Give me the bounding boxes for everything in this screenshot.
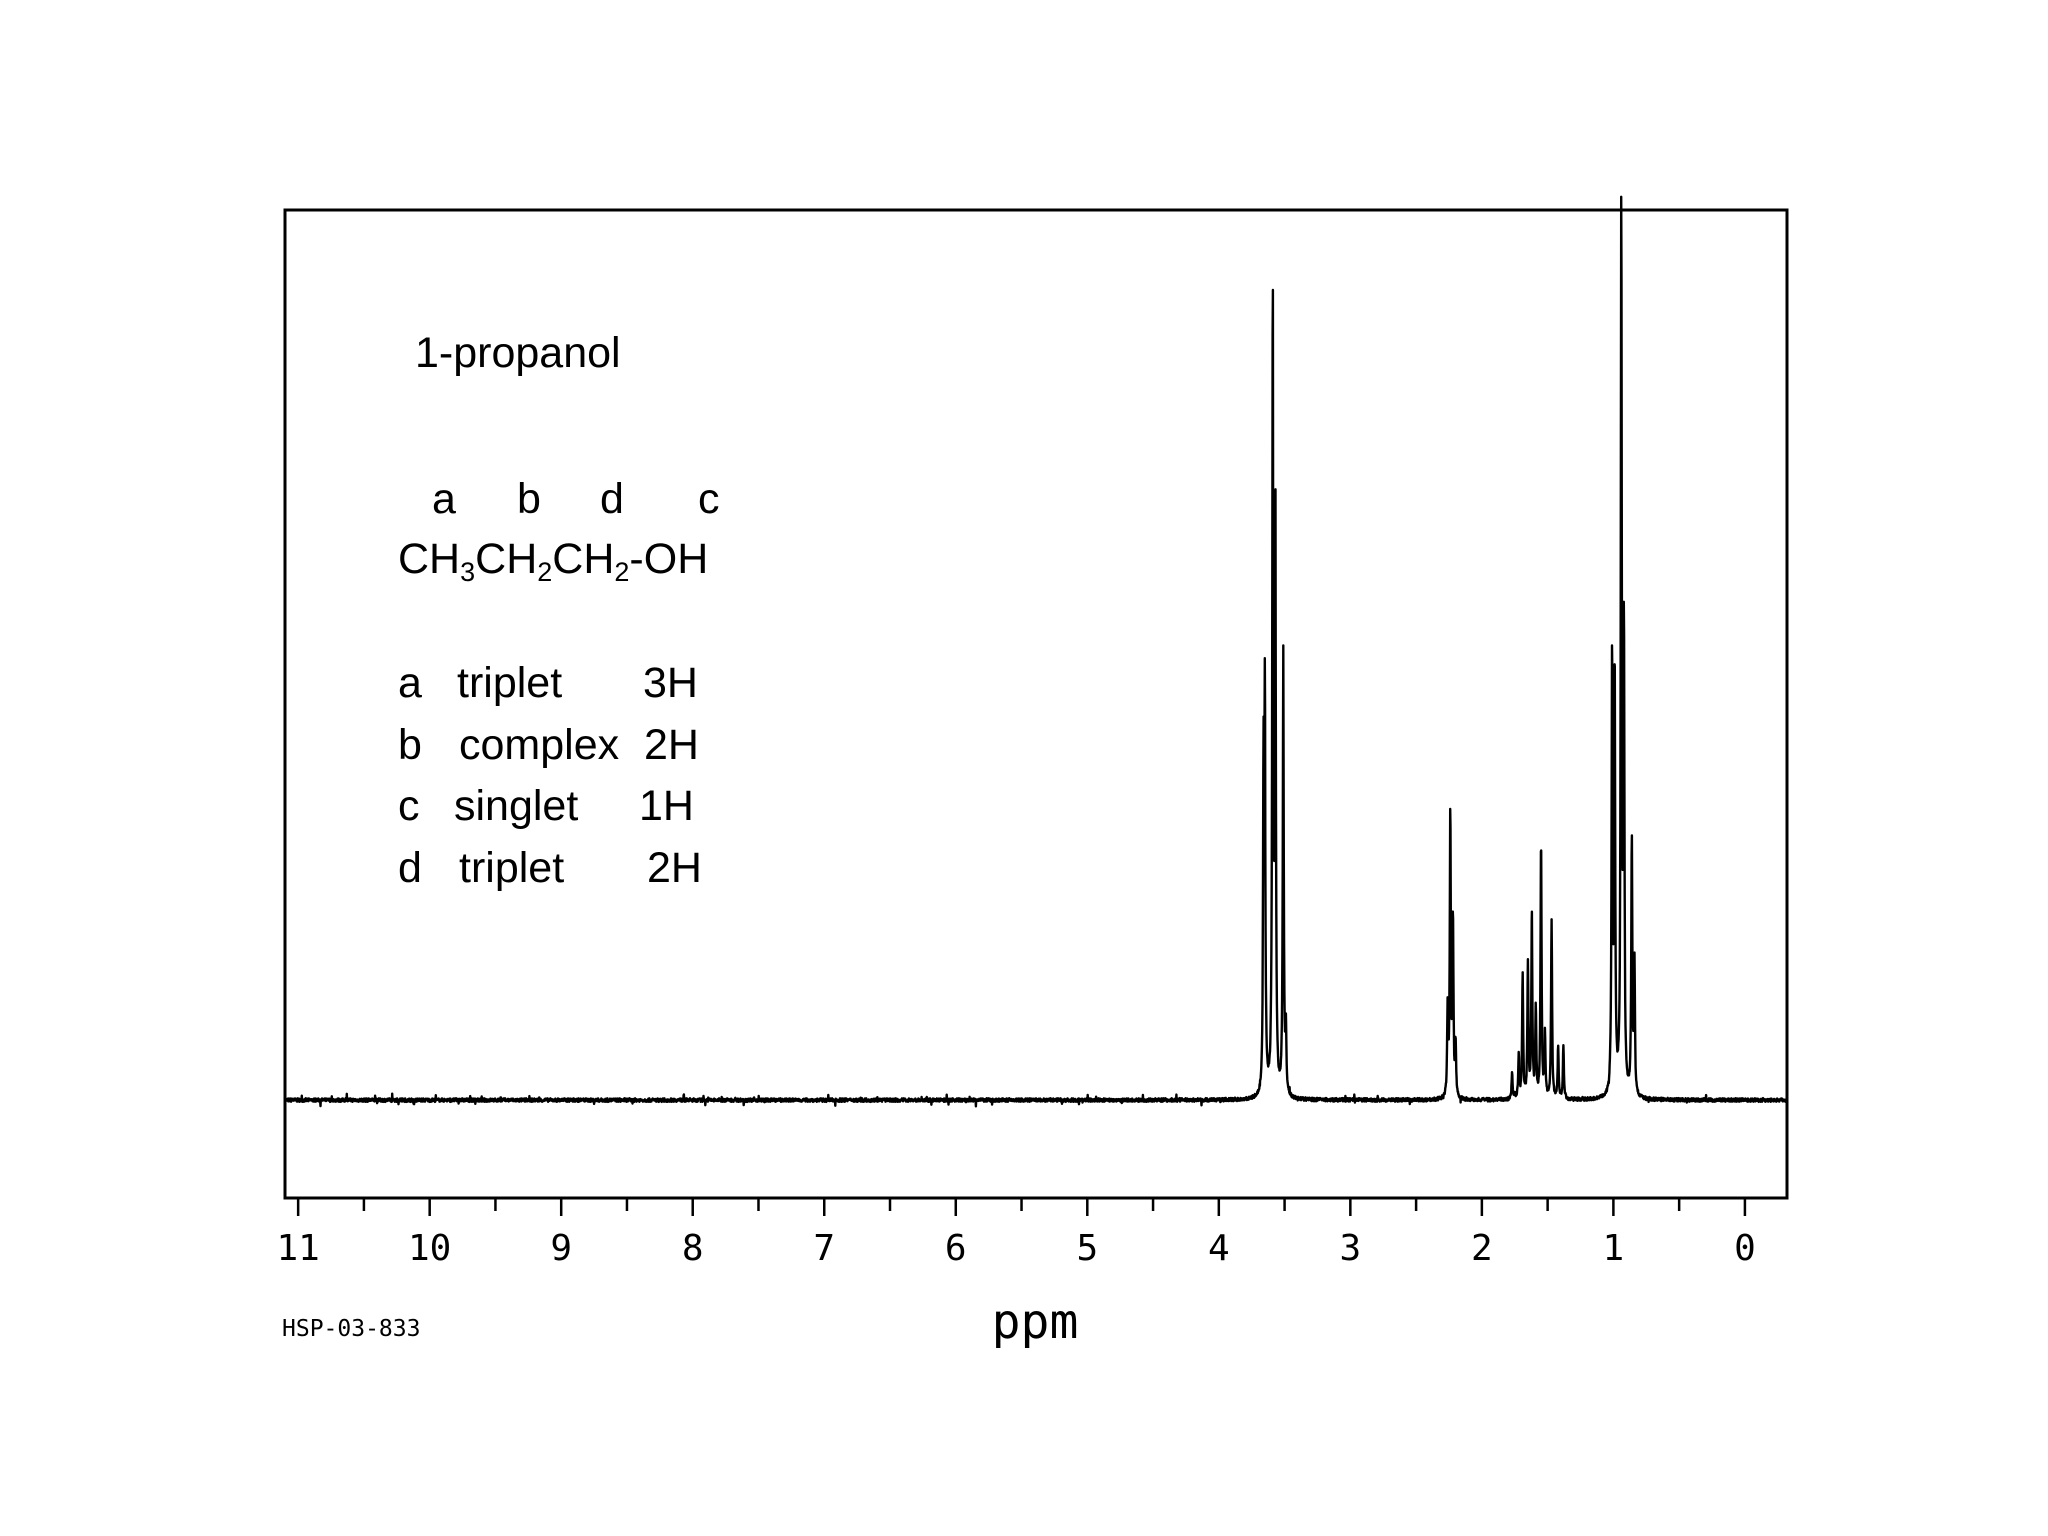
- formula-ch2-1: CH: [475, 535, 538, 583]
- x-tick-label: 9: [550, 1228, 572, 1269]
- x-axis-label: ppm: [992, 1294, 1079, 1350]
- x-tick-label: 1: [1603, 1228, 1625, 1269]
- assignment-row-multiplicity: triplet: [457, 659, 563, 707]
- assignment-row-multiplicity: triplet: [459, 844, 565, 892]
- x-tick-label: 7: [813, 1228, 835, 1269]
- structural-formula: CH3CH2CH2-OH: [398, 538, 708, 586]
- x-tick-label: 10: [408, 1228, 451, 1269]
- assignment-row-integration: 1H: [639, 782, 694, 830]
- assignment-row-label: d: [398, 844, 422, 892]
- assignment-row-label: b: [398, 721, 422, 769]
- spectrum-trace: [283, 195, 1789, 1108]
- x-tick-label: 2: [1471, 1228, 1493, 1269]
- formula-oh: -OH: [629, 535, 709, 583]
- x-tick-label: 6: [945, 1228, 967, 1269]
- assignment-row-integration: 2H: [644, 721, 699, 769]
- plot-frame: [283, 208, 1789, 1200]
- formula-sub-3: 3: [460, 557, 476, 587]
- assignment-row-label: a: [398, 659, 422, 707]
- formula-letter-b: b: [517, 475, 541, 523]
- formula-sub-2b: 2: [614, 557, 630, 587]
- x-tick-label: 11: [276, 1228, 319, 1269]
- spectrum-id: HSP-03-833: [282, 1316, 420, 1342]
- formula-sub-2a: 2: [537, 557, 553, 587]
- x-tick-label: 0: [1734, 1228, 1756, 1269]
- x-tick-label: 5: [1076, 1228, 1098, 1269]
- assignment-row-multiplicity: complex: [459, 721, 620, 769]
- formula-letter-a: a: [432, 475, 456, 523]
- assignment-row-integration: 2H: [647, 844, 702, 892]
- formula-letter-d: d: [600, 475, 624, 523]
- x-axis-tick-labels: 11 10 9 8 7 6 5 4 3 2 1 0: [276, 1228, 1755, 1269]
- x-axis-ticks: [296, 1198, 1747, 1216]
- x-tick-label: 3: [1339, 1228, 1361, 1269]
- x-tick-label: 4: [1208, 1228, 1230, 1269]
- assignment-row-label: c: [398, 782, 420, 830]
- assignment-row-multiplicity: singlet: [454, 782, 579, 830]
- formula-ch3: CH: [398, 535, 461, 583]
- formula-ch2-2: CH: [552, 535, 615, 583]
- compound-name: 1-propanol: [415, 329, 621, 377]
- formula-letter-c: c: [698, 475, 720, 523]
- assignment-row-integration: 3H: [643, 659, 698, 707]
- x-tick-label: 8: [682, 1228, 704, 1269]
